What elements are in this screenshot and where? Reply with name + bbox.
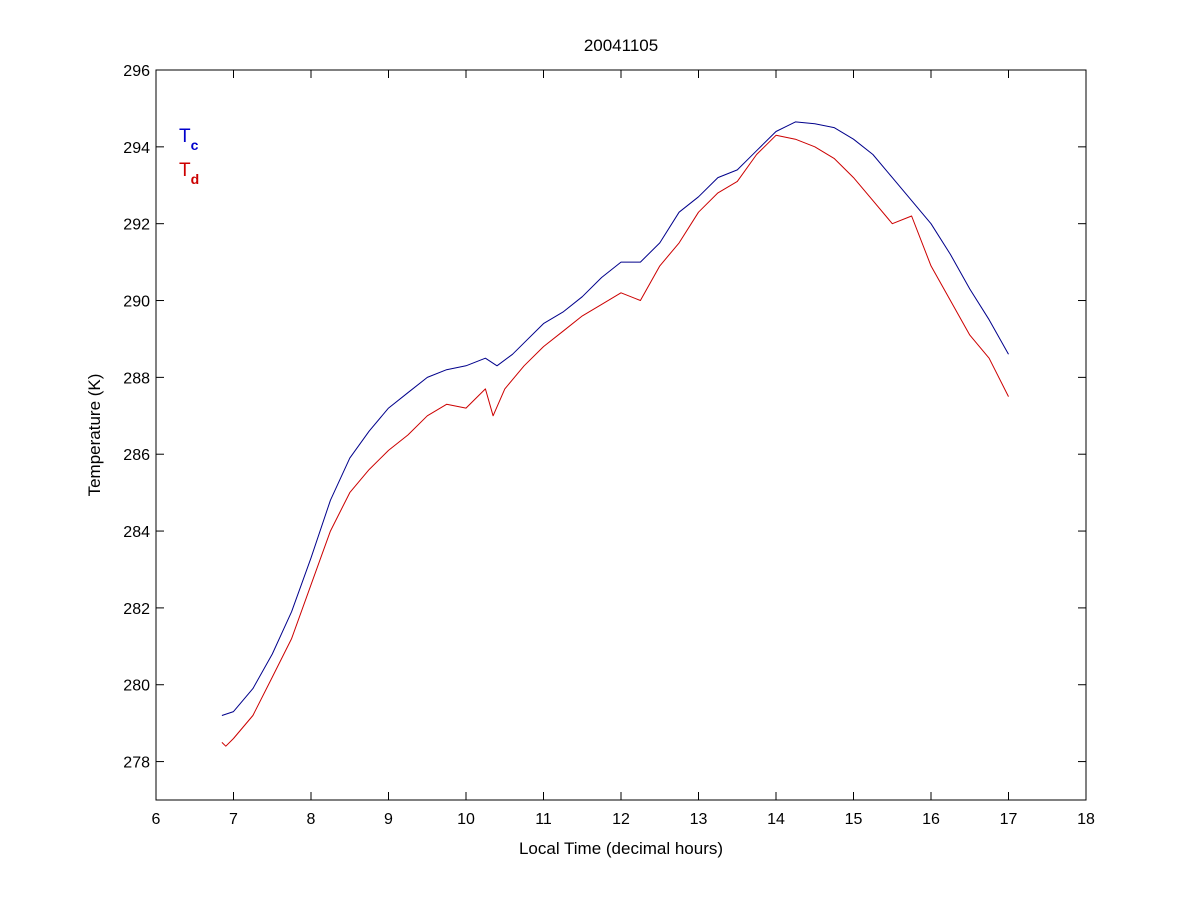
legend-entry: Tc [179, 126, 199, 153]
chart-title: 20041105 [584, 36, 658, 55]
y-tick-label: 286 [123, 447, 150, 464]
y-tick-label: 282 [123, 601, 150, 618]
y-tick-label: 296 [123, 63, 150, 80]
y-tick-label: 288 [123, 370, 150, 387]
x-tick-label: 7 [229, 811, 238, 828]
series-line-2 [221, 134, 1009, 747]
x-tick-label: 12 [612, 811, 630, 828]
y-axis-label: Temperature (K) [85, 374, 104, 497]
x-tick-label: 17 [1000, 811, 1018, 828]
x-tick-label: 14 [767, 811, 785, 828]
y-tick-label: 280 [123, 678, 150, 695]
x-tick-label: 18 [1077, 811, 1095, 828]
x-tick-label: 13 [690, 811, 708, 828]
legend-entry: Td [179, 160, 199, 187]
legend-entry-main: T [179, 160, 191, 181]
x-tick-label: 10 [457, 811, 475, 828]
x-tick-label: 6 [152, 811, 161, 828]
y-axis-ticks: 278 280 282 284 286 288 290 292 294 296 [123, 63, 1086, 772]
x-tick-label: 9 [384, 811, 393, 828]
x-tick-label: 16 [922, 811, 940, 828]
x-tick-label: 11 [535, 811, 552, 828]
x-tick-label: 8 [307, 811, 316, 828]
series-line-1 [221, 121, 1009, 716]
x-axis-label: Local Time (decimal hours) [519, 839, 723, 858]
x-axis-ticks: 6 7 8 9 10 11 12 13 14 15 16 17 18 [152, 70, 1095, 828]
y-tick-label: 290 [123, 294, 150, 311]
legend-entry-sub: d [191, 171, 200, 187]
y-tick-label: 284 [123, 524, 150, 541]
y-tick-label: 292 [123, 217, 150, 234]
x-tick-label: 15 [845, 811, 863, 828]
legend-entry-sub: c [191, 137, 199, 153]
y-tick-label: 294 [123, 140, 150, 157]
plot-area [156, 70, 1086, 800]
series-lines [221, 121, 1009, 747]
y-tick-label: 278 [123, 755, 150, 772]
legend-entry-main: T [179, 126, 191, 147]
